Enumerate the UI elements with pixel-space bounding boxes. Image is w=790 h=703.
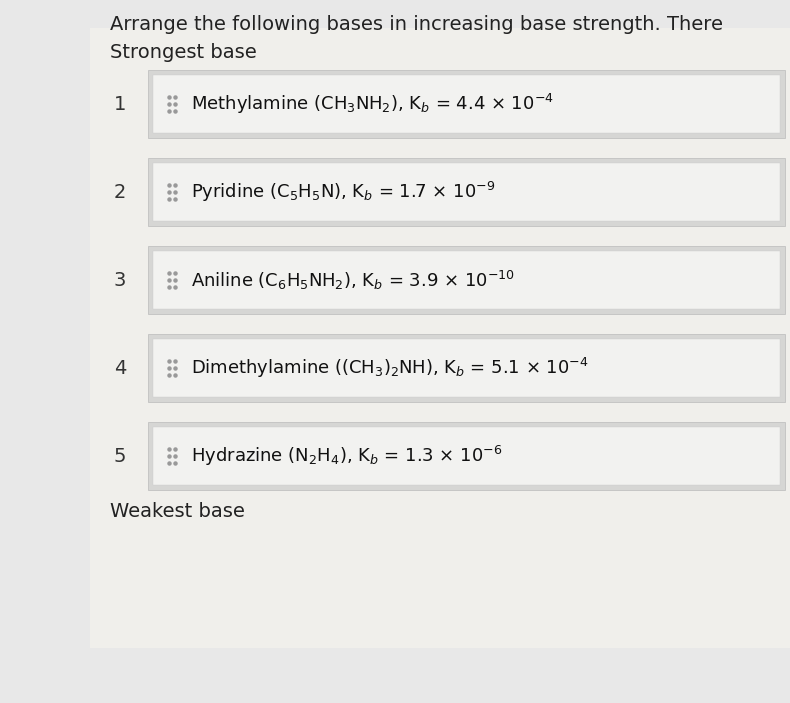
Bar bbox=[153, 339, 780, 397]
Bar bbox=[148, 246, 785, 314]
Text: 2: 2 bbox=[114, 183, 126, 202]
Text: 3: 3 bbox=[114, 271, 126, 290]
Text: Weakest base: Weakest base bbox=[110, 502, 245, 521]
Bar bbox=[148, 334, 785, 402]
Text: Arrange the following bases in increasing base strength. There: Arrange the following bases in increasin… bbox=[110, 15, 723, 34]
Bar bbox=[90, 28, 790, 648]
Bar bbox=[148, 158, 785, 226]
Text: Aniline (C$_6$H$_5$NH$_2$), K$_b$ = 3.9 × 10$^{-10}$: Aniline (C$_6$H$_5$NH$_2$), K$_b$ = 3.9 … bbox=[191, 269, 515, 292]
Text: Hydrazine (N$_2$H$_4$), K$_b$ = 1.3 × 10$^{-6}$: Hydrazine (N$_2$H$_4$), K$_b$ = 1.3 × 10… bbox=[191, 444, 502, 468]
Text: Methylamine (CH$_3$NH$_2$), K$_b$ = 4.4 × 10$^{-4}$: Methylamine (CH$_3$NH$_2$), K$_b$ = 4.4 … bbox=[191, 92, 554, 116]
Bar bbox=[153, 251, 780, 309]
Text: 5: 5 bbox=[114, 446, 126, 465]
Bar bbox=[148, 70, 785, 138]
Text: 4: 4 bbox=[114, 359, 126, 378]
Text: 1: 1 bbox=[114, 94, 126, 113]
Bar bbox=[148, 422, 785, 490]
Bar bbox=[153, 75, 780, 133]
Bar bbox=[153, 427, 780, 485]
Text: Strongest base: Strongest base bbox=[110, 43, 257, 62]
Text: Pyridine (C$_5$H$_5$N), K$_b$ = 1.7 × 10$^{-9}$: Pyridine (C$_5$H$_5$N), K$_b$ = 1.7 × 10… bbox=[191, 180, 495, 204]
Bar bbox=[153, 163, 780, 221]
Text: Dimethylamine ((CH$_3$)$_2$NH), K$_b$ = 5.1 × 10$^{-4}$: Dimethylamine ((CH$_3$)$_2$NH), K$_b$ = … bbox=[191, 356, 589, 380]
